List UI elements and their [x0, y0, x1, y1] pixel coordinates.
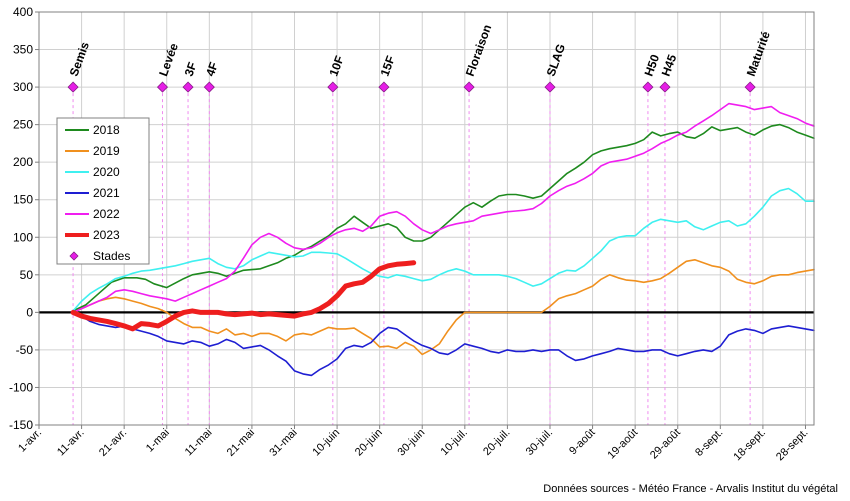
x-tick-label: 18-sept. — [731, 427, 768, 464]
legend-marker-stades — [69, 251, 79, 261]
y-tick-label: 250 — [13, 118, 33, 132]
y-tick-label: 0 — [26, 305, 33, 319]
y-tick-label: 400 — [13, 5, 33, 19]
x-tick-label: 21-avr. — [97, 427, 129, 459]
x-tick-label: 9-août — [567, 427, 598, 458]
stage-marker — [642, 81, 654, 93]
y-axis: -150 -100 -50 0 50 100 150 200 250 300 350 400 — [9, 5, 39, 432]
legend-label: 2018 — [93, 123, 120, 137]
stage-marker — [378, 81, 390, 93]
legend-label: 2021 — [93, 186, 120, 200]
stage-lines — [72, 87, 751, 425]
x-tick-label: 30-juil. — [524, 427, 555, 458]
y-tick-label: -100 — [9, 380, 33, 394]
x-tick-label: 31-mai — [267, 427, 299, 459]
x-tick-label: 1-mai — [144, 427, 172, 455]
legend-label: 2019 — [93, 144, 120, 158]
x-tick-label: 30-juin — [396, 427, 428, 459]
y-tick-label: 100 — [13, 230, 33, 244]
series-line-2021 — [72, 311, 815, 377]
x-tick-label: 10-juil. — [439, 427, 470, 458]
x-tick-label: 28-sept. — [774, 427, 811, 464]
stage-marker — [156, 81, 169, 93]
plot-background — [39, 12, 814, 425]
y-tick-label: 350 — [13, 43, 33, 57]
y-tick-label: -150 — [9, 418, 33, 432]
x-tick-label: 21-mai — [225, 427, 257, 459]
x-tick-label: 20-juin — [353, 427, 385, 459]
stage-marker — [327, 81, 339, 93]
stage-label: 15F — [378, 54, 398, 78]
stage-marker — [67, 81, 79, 93]
legend-label: 2022 — [93, 207, 120, 221]
series-line-2020 — [72, 187, 815, 312]
legend-box — [56, 117, 150, 265]
x-tick-label: 8-sept. — [693, 427, 725, 459]
x-tick-label: 11-avr. — [55, 427, 87, 459]
series-lines — [70, 102, 815, 377]
x-tick-label: 10-juin — [310, 427, 342, 459]
stage-marker — [463, 81, 475, 93]
source-note: Données sources - Météo France - Arvalis… — [543, 483, 838, 495]
stage-label: 3F — [182, 60, 200, 78]
x-tick-label: 20-juil. — [481, 427, 512, 458]
y-tick-label: 50 — [20, 268, 34, 282]
stage-marker — [182, 81, 194, 93]
series-line-2022 — [72, 102, 815, 314]
legend-label: 2020 — [93, 165, 120, 179]
stage-marker — [544, 81, 556, 93]
x-axis: 1-avr. 11-avr. 21-avr. 1-mai 11-mai 21-mai 31-… — [16, 425, 811, 464]
stage-label: 10F — [326, 54, 346, 78]
series-line-2023 — [70, 260, 417, 332]
stage-marker — [659, 81, 671, 93]
series-line-2018 — [72, 123, 815, 312]
x-tick-label: 29-août — [648, 427, 683, 462]
x-tick-label: 11-mai — [183, 427, 215, 459]
y-tick-label: 300 — [13, 80, 33, 94]
legend: 2018 2019 2020 2021 2022 2023 Stades — [56, 117, 150, 265]
y-tick-label: 200 — [13, 155, 33, 169]
legend-label: 2023 — [93, 228, 120, 242]
y-tick-label: 150 — [13, 193, 33, 207]
stage-label: 4F — [203, 60, 221, 78]
x-tick-label: 19-août — [605, 427, 640, 462]
stage-marker — [744, 81, 756, 93]
stage-marker — [203, 81, 215, 93]
legend-label: Stades — [93, 249, 130, 263]
y-tick-label: -50 — [16, 343, 34, 357]
series-line-2019 — [72, 259, 815, 356]
plot-frame — [38, 11, 815, 426]
